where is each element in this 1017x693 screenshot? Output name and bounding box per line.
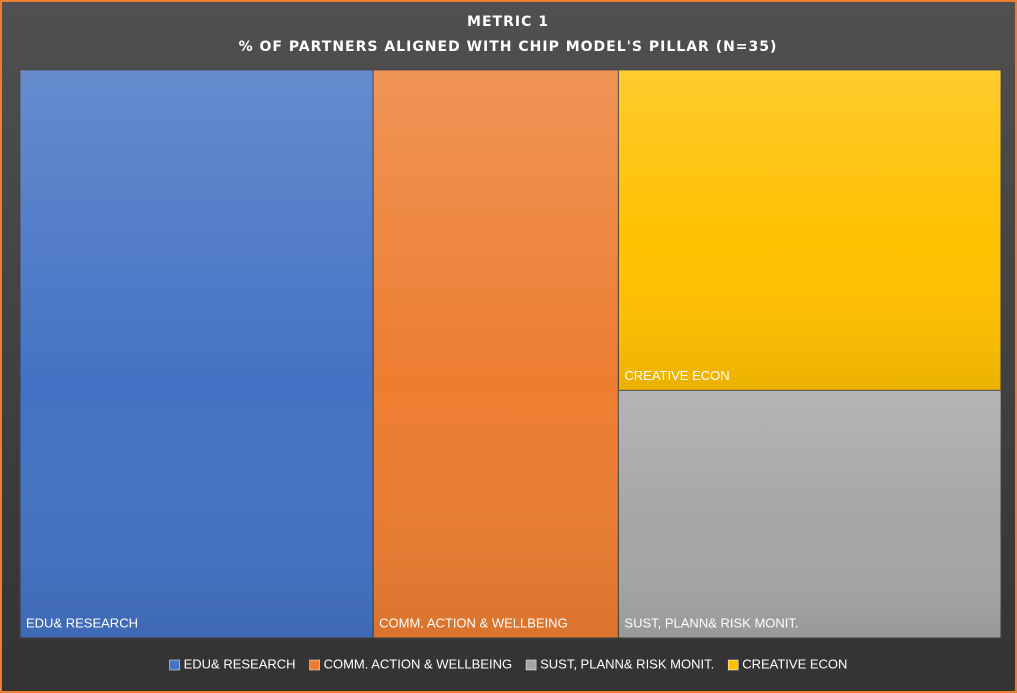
legend-label: CREATIVE ECON xyxy=(742,656,847,671)
tile xyxy=(372,69,619,639)
tile xyxy=(617,69,1002,391)
legend-label: EDU& RESEARCH xyxy=(184,656,296,671)
legend-swatch xyxy=(309,659,320,671)
legend-swatch xyxy=(525,659,537,671)
tile-label: SUST, PLANN& RISK MONIT. xyxy=(624,615,798,630)
chart-subtitle: % OF PARTNERS ALIGNED WITH CHIP MODEL'S … xyxy=(239,39,778,55)
legend-label: SUST, PLANN& RISK MONIT. xyxy=(540,656,714,671)
tile-label: CREATIVE ECON xyxy=(624,368,729,383)
tile-label: COMM. ACTION & WELLBEING xyxy=(379,615,568,630)
legend-label: COMM. ACTION & WELLBEING xyxy=(324,656,513,671)
legend-swatch xyxy=(727,659,739,671)
legend-swatch xyxy=(169,659,180,671)
chart-title: METRIC 1 xyxy=(467,14,549,30)
tile xyxy=(19,69,374,639)
tile-label: EDU& RESEARCH xyxy=(26,615,138,630)
tile xyxy=(617,389,1002,639)
